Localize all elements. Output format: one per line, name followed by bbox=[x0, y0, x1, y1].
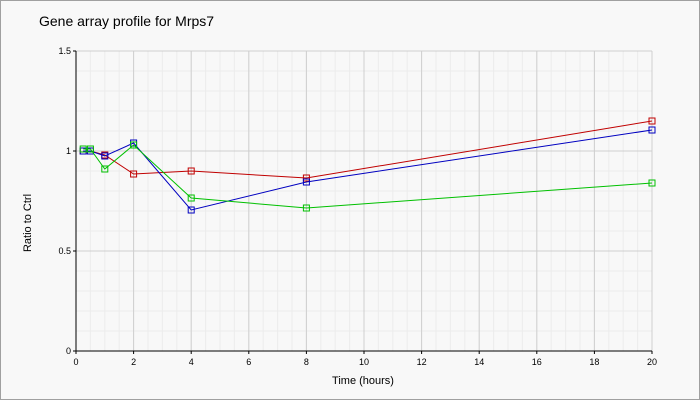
x-tick-label: 20 bbox=[647, 357, 657, 367]
data-point-marker bbox=[79, 145, 87, 153]
x-tick-label: 6 bbox=[246, 357, 251, 367]
x-tick-label: 4 bbox=[189, 357, 194, 367]
y-tick-label: 0.5 bbox=[58, 246, 71, 256]
y-tick-label: 1.5 bbox=[58, 46, 71, 56]
data-point-marker bbox=[187, 167, 195, 175]
data-point-marker bbox=[130, 141, 138, 149]
data-point-marker bbox=[101, 152, 109, 160]
data-point-marker bbox=[187, 206, 195, 214]
y-tick-label: 0 bbox=[66, 346, 71, 356]
data-point-marker bbox=[302, 178, 310, 186]
data-point-marker bbox=[86, 145, 94, 153]
x-tick-label: 12 bbox=[417, 357, 427, 367]
chart-title: Gene array profile for Mrps7 bbox=[39, 13, 215, 29]
x-tick-label: 2 bbox=[131, 357, 136, 367]
y-tick-label: 1 bbox=[66, 146, 71, 156]
series-line-3 bbox=[83, 144, 653, 209]
data-point-marker bbox=[187, 194, 195, 202]
data-point-marker bbox=[101, 165, 109, 173]
data-point-marker bbox=[302, 204, 310, 212]
x-tick-label: 16 bbox=[532, 357, 542, 367]
x-axis-label: Time (hours) bbox=[332, 375, 394, 387]
x-tick-label: 10 bbox=[359, 357, 369, 367]
x-tick-label: 18 bbox=[589, 357, 599, 367]
x-tick-label: 14 bbox=[474, 357, 484, 367]
x-tick-label: 0 bbox=[73, 357, 78, 367]
data-point-marker bbox=[648, 179, 656, 187]
x-tick-label: 8 bbox=[304, 357, 309, 367]
data-point-marker bbox=[130, 170, 138, 178]
data-point-marker bbox=[302, 174, 310, 182]
data-point-marker bbox=[648, 117, 656, 125]
data-point-marker bbox=[648, 126, 656, 134]
series-line-2 bbox=[83, 129, 653, 211]
